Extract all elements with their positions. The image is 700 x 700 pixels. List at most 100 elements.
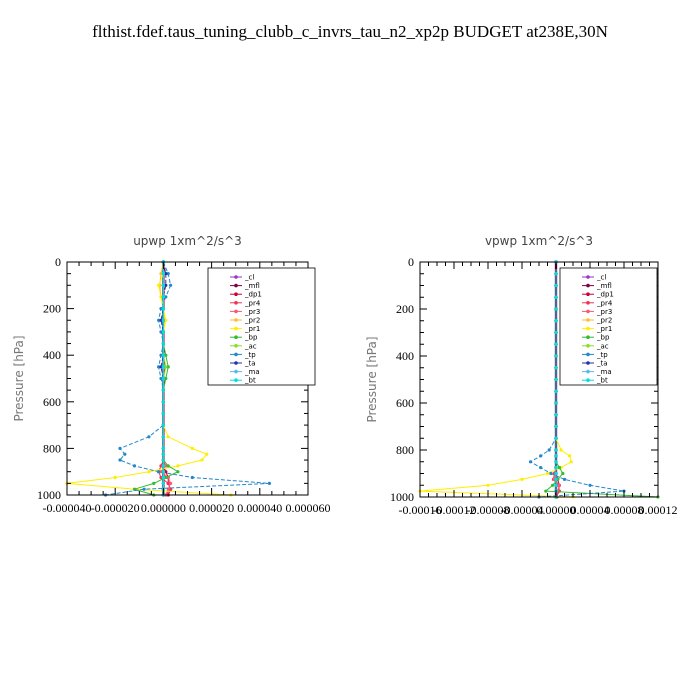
- x-tick-label: -0.000040: [43, 501, 92, 515]
- data-point-pr4: [159, 464, 163, 468]
- data-point-tp: [588, 483, 592, 487]
- data-point-ta: [159, 365, 163, 369]
- x-tick-label: 0.000040: [237, 501, 282, 515]
- legend-marker: [234, 309, 238, 314]
- data-point-tp: [132, 464, 137, 468]
- data-point-bt: [554, 448, 558, 452]
- data-point-bt: [161, 446, 165, 450]
- data-point-tp: [549, 471, 553, 476]
- legend-label: _cl: [596, 274, 606, 282]
- data-point-bt: [161, 318, 165, 322]
- legend-label: _pr1: [244, 325, 260, 333]
- data-point-pr3: [164, 464, 168, 468]
- panel-title: vpwp 1xm^2/s^3: [485, 234, 593, 248]
- data-point-bt: [161, 475, 165, 480]
- legend-marker: [586, 369, 590, 374]
- data-point-bt: [554, 307, 558, 311]
- data-point-bt: [161, 307, 165, 311]
- legend-label: _ac: [596, 342, 609, 350]
- data-point-tp: [159, 376, 163, 381]
- data-point-bt: [161, 330, 165, 334]
- data-point-tp: [123, 452, 127, 456]
- data-point-bt: [554, 483, 558, 487]
- legend-label: _ta: [596, 360, 608, 368]
- data-point-tp: [539, 466, 543, 470]
- legend-label: _pr2: [244, 317, 260, 325]
- legend-marker: [586, 309, 590, 314]
- data-point-tp: [267, 481, 271, 485]
- legend: _cl_mfl_dp1_pr4_pr3_pr2_pr1_bp_ac_tp_ta_…: [207, 267, 316, 386]
- data-point-pr1: [157, 283, 161, 287]
- chart-panel-vpwp: vpwp 1xm^2/s^3 Pressure [hPa] 0 200 400 600 80…: [365, 234, 678, 517]
- data-point-tp: [159, 353, 163, 357]
- data-point-bt: [161, 452, 165, 456]
- data-point-pr1: [159, 295, 163, 299]
- y-tick-label: 600: [396, 396, 414, 410]
- data-point-bt: [554, 436, 558, 440]
- data-point-bp: [164, 353, 168, 357]
- legend-marker: [586, 283, 590, 288]
- y-axis-label: Pressure [hPa]: [12, 335, 26, 421]
- y-tick-label: 800: [396, 443, 414, 457]
- data-point-pr3: [169, 481, 173, 485]
- data-point-bt: [161, 376, 165, 381]
- data-point-ta: [164, 283, 168, 287]
- data-point-bt: [161, 342, 165, 346]
- legend-label: _pr3: [244, 308, 260, 316]
- data-point-bt: [161, 353, 165, 357]
- legend-marker: [586, 352, 590, 357]
- legend-label: _ta: [244, 360, 256, 368]
- y-tick-label: 1000: [37, 488, 61, 502]
- legend-label: _pr1: [596, 325, 612, 333]
- legend-marker: [234, 352, 238, 357]
- data-point-bt: [161, 411, 165, 416]
- legend-marker: [586, 361, 590, 365]
- data-point-bp: [561, 471, 565, 476]
- legend-label: _dp1: [244, 291, 262, 299]
- data-point-pr1: [568, 454, 572, 458]
- data-point-ta: [159, 318, 163, 322]
- legend-marker: [586, 301, 590, 305]
- y-tick-label: 1000: [390, 490, 414, 504]
- x-tick-label: -0.00012: [433, 503, 476, 517]
- y-tick-label: 400: [43, 348, 61, 362]
- legend-marker: [586, 378, 590, 383]
- legend-label: _pr4: [596, 299, 613, 307]
- legend-marker: [586, 344, 590, 348]
- legend-label: _ac: [244, 342, 257, 350]
- data-point-tp: [547, 448, 551, 452]
- data-point-tp: [159, 330, 163, 334]
- figure-title: flthist.fdef.taus_tuning_clubb_c_invrs_t…: [92, 22, 608, 41]
- legend-marker: [234, 378, 238, 383]
- data-point-bt: [554, 330, 558, 335]
- data-point-pr1: [176, 464, 180, 468]
- data-point-bt: [161, 272, 165, 276]
- data-point-pr1: [113, 475, 117, 480]
- data-point-tp: [164, 295, 168, 299]
- data-point-bp: [544, 489, 548, 493]
- legend-label: _mfl: [596, 282, 612, 290]
- legend-marker: [234, 275, 238, 279]
- legend-label: _pr4: [244, 299, 261, 307]
- y-tick-label: 400: [396, 349, 414, 363]
- x-tick-label: 0.00008: [605, 503, 644, 517]
- x-tick-label: -0.000020: [91, 501, 140, 515]
- legend-marker: [586, 292, 590, 297]
- data-point-pr1: [200, 458, 204, 462]
- data-point-pr1: [520, 477, 524, 481]
- data-point-bt: [554, 319, 558, 323]
- x-tick-label: 0.00004: [571, 503, 610, 517]
- x-tick-label: -0.00004: [501, 503, 544, 517]
- series-line-bp: [132, 262, 179, 496]
- data-point-bp: [166, 365, 170, 369]
- x-tick-label: 0.000020: [189, 501, 234, 515]
- legend-marker: [234, 292, 238, 297]
- legend-label: _bt: [244, 377, 256, 385]
- data-point-tp: [142, 487, 146, 491]
- data-point-pr2: [159, 272, 163, 276]
- data-point-tp: [539, 454, 543, 458]
- data-point-bt: [161, 400, 165, 404]
- data-point-tp: [190, 475, 194, 480]
- data-point-bp: [551, 483, 555, 487]
